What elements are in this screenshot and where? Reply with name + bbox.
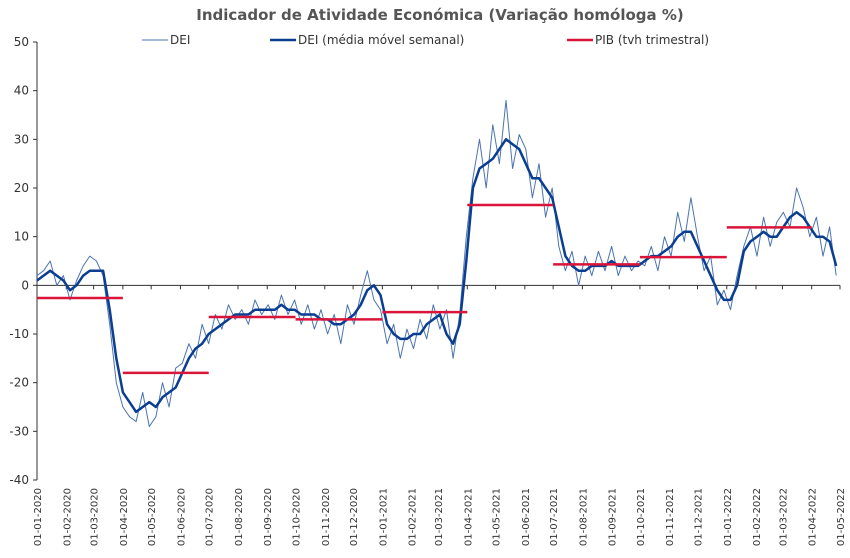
y-tick-label: 40 xyxy=(14,84,29,98)
x-tick-label: 01-07-2021 xyxy=(549,488,560,546)
chart-title: Indicador de Atividade Económica (Variaç… xyxy=(196,6,684,24)
series-line xyxy=(36,99,837,427)
x-tick-label: 01-02-2020 xyxy=(62,488,73,546)
x-tick-label: 01-02-2021 xyxy=(408,488,419,546)
x-tick-label: 01-10-2021 xyxy=(636,488,647,546)
x-tick-label: 01-03-2021 xyxy=(434,488,445,546)
y-tick-label: -40 xyxy=(9,473,29,487)
x-tick-label: 01-07-2020 xyxy=(205,488,216,546)
x-tick-label: 01-03-2022 xyxy=(778,488,789,546)
y-tick-label: -20 xyxy=(9,376,29,390)
x-tick-label: 01-03-2020 xyxy=(90,488,101,546)
y-tick-label: -30 xyxy=(9,424,29,438)
y-tick-label: -10 xyxy=(9,327,29,341)
x-tick-label: 01-08-2020 xyxy=(234,488,245,546)
y-tick-label: 50 xyxy=(14,35,29,49)
x-tick-label: 01-05-2022 xyxy=(836,488,847,546)
x-tick-label: 01-10-2020 xyxy=(292,488,303,546)
x-tick-label: 01-01-2022 xyxy=(723,488,734,546)
y-tick-label: 20 xyxy=(14,181,29,195)
x-tick-label: 01-09-2021 xyxy=(608,488,619,546)
legend-label: DEI (média móvel semanal) xyxy=(298,33,464,47)
x-tick-label: 01-12-2021 xyxy=(694,488,705,546)
x-tick-label: 01-12-2020 xyxy=(349,488,360,546)
x-tick-label: 01-05-2021 xyxy=(492,488,503,546)
x-tick-label: 01-04-2022 xyxy=(808,488,819,546)
x-tick-label: 01-06-2021 xyxy=(521,488,532,546)
x-tick-label: 01-04-2020 xyxy=(119,488,130,546)
x-tick-label: 01-01-2021 xyxy=(378,488,389,546)
x-tick-label: 01-06-2020 xyxy=(176,488,187,546)
x-tick-label: 01-11-2021 xyxy=(665,488,676,546)
y-tick-label: 0 xyxy=(21,278,29,292)
x-tick-label: 01-04-2021 xyxy=(463,488,474,546)
series-line xyxy=(36,138,838,414)
x-tick-label: 01-08-2021 xyxy=(578,488,589,546)
x-tick-label: 01-01-2020 xyxy=(33,488,44,546)
legend-label: DEI xyxy=(170,33,190,47)
x-tick-label: 01-02-2022 xyxy=(752,488,763,546)
y-tick-label: 30 xyxy=(14,132,29,146)
x-tick-label: 01-05-2020 xyxy=(147,488,158,546)
x-tick-label: 01-09-2020 xyxy=(263,488,274,546)
legend-label: PIB (tvh trimestral) xyxy=(595,33,709,47)
y-tick-label: 10 xyxy=(14,230,29,244)
x-tick-label: 01-11-2020 xyxy=(321,488,332,546)
